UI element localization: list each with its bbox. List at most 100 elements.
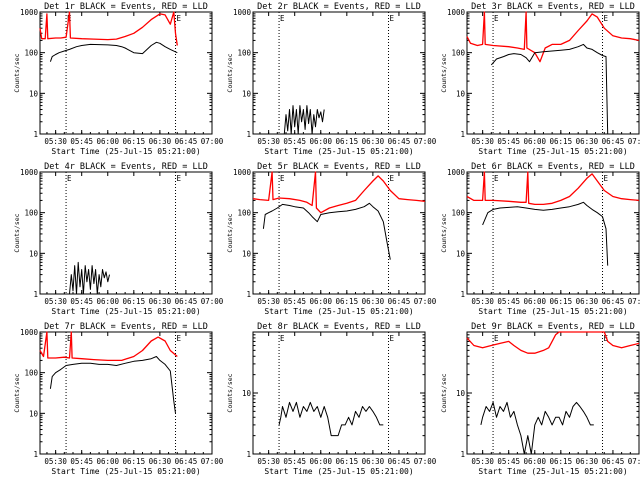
plot-frame: [39, 171, 213, 295]
events-series-line: [490, 43, 609, 135]
event-marker-label: E: [177, 14, 182, 23]
y-tick-label: 10: [456, 389, 466, 398]
x-tick-label: 05:30: [257, 457, 280, 466]
x-tick-label: 07:00: [201, 297, 224, 306]
x-tick-label: 05:45: [497, 297, 520, 306]
y-tick-label: 10: [456, 89, 466, 98]
event-marker-label: E: [494, 174, 499, 183]
y-tick-label: 1000: [233, 168, 252, 177]
y-tick-label: 1000: [447, 168, 466, 177]
x-tick-label: 06:00: [523, 137, 546, 146]
y-tick-label: 1: [33, 130, 38, 139]
lld-series-line: [252, 171, 426, 214]
events-series-line: [262, 202, 391, 260]
y-tick-label: 10: [29, 249, 39, 258]
event-marker-label: E: [177, 174, 182, 183]
x-tick-label: 07:00: [201, 137, 224, 146]
x-tick-label: 05:30: [257, 137, 280, 146]
panel-title: Det 9r BLACK = Events, RED = LLD: [471, 322, 635, 332]
x-tick-label: 06:00: [96, 297, 119, 306]
x-tick-label: 07:00: [414, 297, 437, 306]
x-tick-label: 06:15: [550, 297, 573, 306]
x-tick-label: 05:30: [471, 297, 494, 306]
y-axis-label: Counts/sec: [13, 373, 21, 412]
y-axis-label: Counts/sec: [440, 53, 448, 92]
events-series-line: [278, 401, 384, 437]
panel-title: Det 5r BLACK = Events, RED = LLD: [257, 162, 421, 172]
x-tick-label: 06:15: [336, 137, 359, 146]
panel-title: Det 2r BLACK = Events, RED = LLD: [257, 2, 421, 12]
x-tick-label: 06:00: [523, 457, 546, 466]
x-tick-label: 06:45: [602, 297, 625, 306]
x-tick-label: 06:00: [96, 137, 119, 146]
x-axis-label: Start Time (25-Jul-15 05:21:00): [51, 467, 200, 476]
panel-title: Det 4r BLACK = Events, RED = LLD: [44, 162, 208, 172]
y-tick-label: 100: [451, 49, 465, 58]
y-tick-label: 100: [451, 209, 465, 218]
events-series-line: [69, 261, 110, 295]
panel-title: Det 8r BLACK = Events, RED = LLD: [257, 322, 421, 332]
plot-frame: [39, 11, 213, 135]
x-tick-label: 06:15: [550, 137, 573, 146]
x-tick-label: 06:00: [309, 137, 332, 146]
x-tick-label: 05:45: [70, 297, 93, 306]
x-tick-label: 06:15: [123, 297, 146, 306]
plot-frame: [252, 171, 426, 295]
x-tick-label: 06:15: [123, 457, 146, 466]
y-tick-label: 1000: [20, 8, 39, 17]
y-axis-label: Counts/sec: [440, 373, 448, 412]
y-axis-label: Counts/sec: [226, 53, 234, 92]
plot-frame: [252, 11, 426, 135]
x-tick-label: 07:00: [414, 457, 437, 466]
x-axis-label: Start Time (25-Jul-15 05:21:00): [478, 307, 627, 316]
y-tick-label: 10: [29, 409, 39, 418]
x-tick-label: 07:00: [201, 457, 224, 466]
x-tick-label: 05:45: [283, 297, 306, 306]
x-tick-label: 06:30: [362, 297, 385, 306]
events-series-line: [482, 201, 609, 266]
panel-title: Det 3r BLACK = Events, RED = LLD: [471, 2, 635, 12]
x-tick-label: 07:00: [628, 137, 640, 146]
x-tick-label: 06:45: [602, 137, 625, 146]
x-tick-label: 06:30: [576, 137, 599, 146]
x-tick-label: 06:45: [602, 457, 625, 466]
x-tick-label: 06:45: [175, 457, 198, 466]
x-tick-label: 06:30: [149, 297, 172, 306]
x-tick-label: 06:30: [362, 457, 385, 466]
panel-title: Det 6r BLACK = Events, RED = LLD: [471, 162, 635, 172]
lld-series-line: [466, 11, 640, 63]
x-tick-label: 05:45: [283, 457, 306, 466]
x-tick-label: 07:00: [628, 297, 640, 306]
panel-title: Det 7r BLACK = Events, RED = LLD: [44, 322, 208, 332]
x-axis-label: Start Time (25-Jul-15 05:21:00): [478, 467, 627, 476]
lld-series-line: [39, 11, 178, 46]
y-tick-label: 1: [246, 130, 251, 139]
y-tick-label: 1000: [233, 8, 252, 17]
event-marker-label: E: [67, 334, 72, 343]
y-tick-label: 10: [29, 89, 39, 98]
x-tick-label: 06:00: [523, 297, 546, 306]
panel-title: Det 1r BLACK = Events, RED = LLD: [44, 2, 208, 12]
event-marker-label: E: [390, 174, 395, 183]
x-tick-label: 07:00: [414, 137, 437, 146]
y-tick-label: 1: [460, 290, 465, 299]
y-tick-label: 1: [246, 290, 251, 299]
event-marker-label: E: [280, 174, 285, 183]
event-marker-label: E: [390, 334, 395, 343]
y-tick-label: 10: [242, 389, 252, 398]
event-marker-label: E: [604, 14, 609, 23]
x-tick-label: 05:30: [44, 457, 67, 466]
events-series-line: [49, 41, 178, 62]
y-tick-label: 1: [33, 450, 38, 459]
y-tick-label: 10: [242, 89, 252, 98]
x-tick-label: 06:30: [576, 297, 599, 306]
event-marker-label: E: [280, 14, 285, 23]
x-tick-label: 06:30: [362, 137, 385, 146]
x-tick-label: 06:45: [388, 137, 411, 146]
x-axis-label: Start Time (25-Jul-15 05:21:00): [51, 147, 200, 156]
x-tick-label: 05:30: [471, 457, 494, 466]
